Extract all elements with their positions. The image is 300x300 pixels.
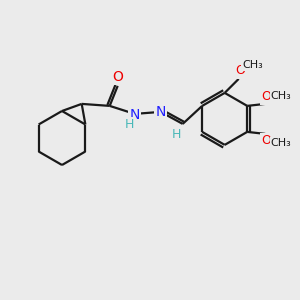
Text: O: O [235, 64, 244, 77]
Text: N: N [130, 108, 140, 122]
Text: O: O [261, 90, 271, 104]
Text: H: H [125, 118, 134, 131]
Text: O: O [261, 134, 271, 147]
Text: CH₃: CH₃ [271, 138, 292, 148]
Text: H: H [172, 128, 182, 141]
Text: CH₃: CH₃ [242, 60, 263, 70]
Text: CH₃: CH₃ [271, 91, 292, 101]
Text: N: N [155, 105, 166, 119]
Text: O: O [112, 70, 123, 84]
